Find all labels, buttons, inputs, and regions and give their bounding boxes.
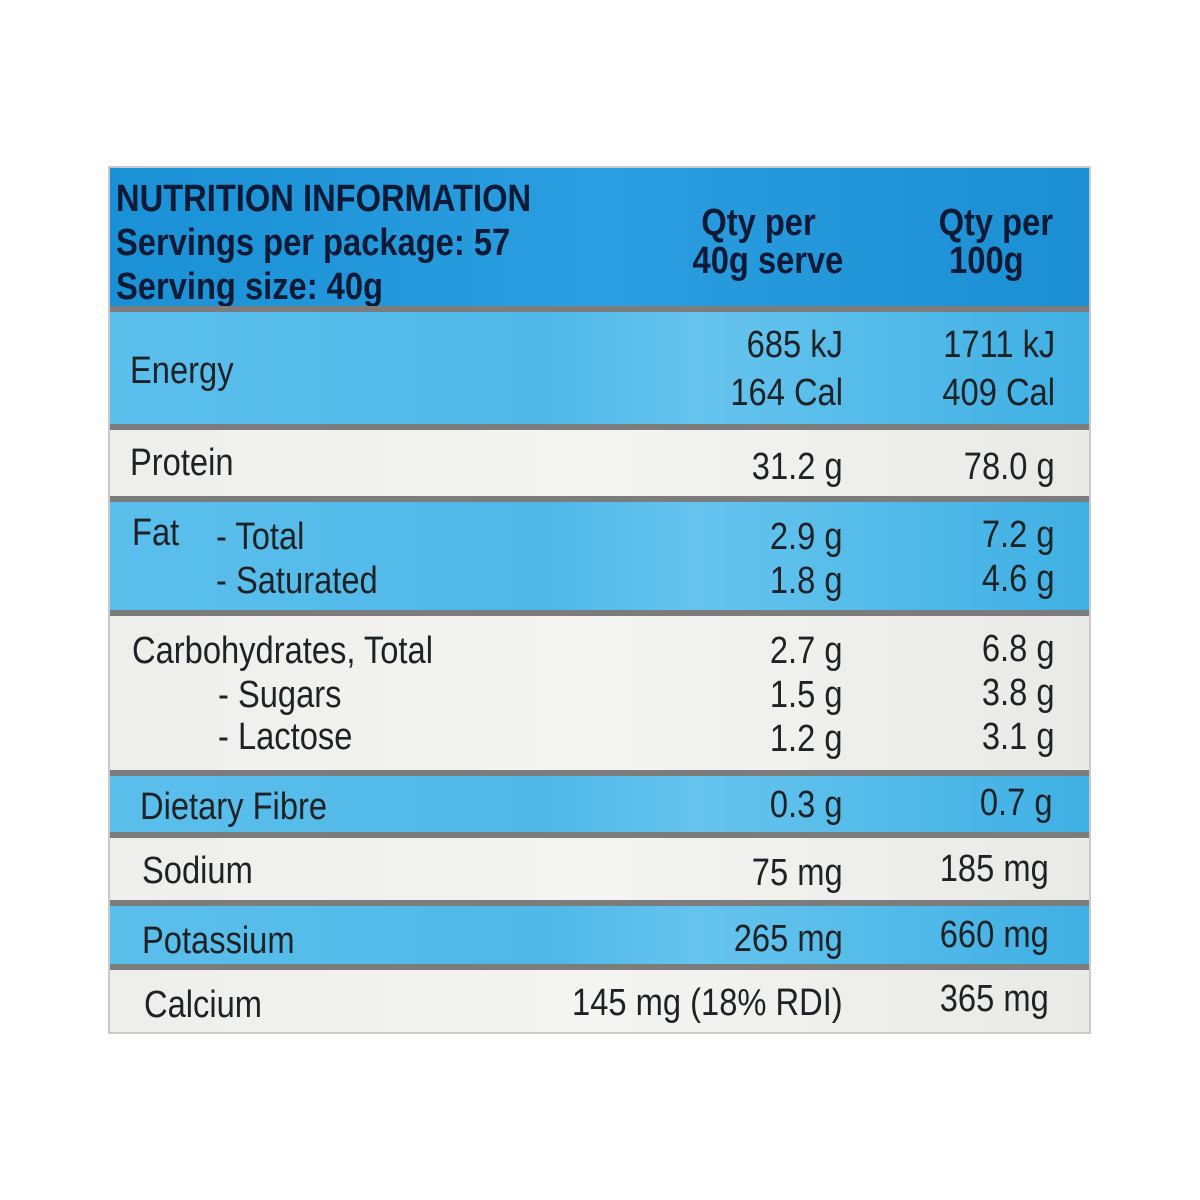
potassium-serve: 265 mg bbox=[733, 918, 843, 960]
table-row-sodium: Sodium 75 mg 185 mg bbox=[110, 838, 1089, 900]
table-row-potassium: Potassium 265 mg 660 mg bbox=[110, 906, 1089, 964]
row-divider bbox=[110, 900, 1089, 906]
calcium-serve: 145 mg (18% RDI) bbox=[572, 982, 843, 1024]
row-label: Fat bbox=[132, 512, 180, 554]
carbs-sugars-per100: 3.8 g bbox=[982, 672, 1055, 714]
table-row-calcium: Calcium 145 mg (18% RDI) 365 mg bbox=[110, 970, 1089, 1032]
energy-per100-cal: 409 Cal bbox=[942, 372, 1055, 414]
column-header-per-100g: Qty per 100g bbox=[939, 204, 1053, 280]
energy-serve-cal: 164 Cal bbox=[730, 372, 843, 414]
row-divider bbox=[110, 832, 1089, 838]
protein-per100: 78.0 g bbox=[964, 446, 1055, 488]
row-label: Potassium bbox=[142, 920, 295, 962]
serving-size: Serving size: 40g bbox=[116, 266, 384, 308]
carbs-lactose-per100: 3.1 g bbox=[982, 716, 1055, 758]
fat-total-serve: 2.9 g bbox=[770, 516, 843, 558]
nutrition-panel: NUTRITION INFORMATION Servings per packa… bbox=[108, 166, 1091, 1034]
row-label: Protein bbox=[130, 442, 234, 484]
table-row-fat: Fat - Total - Saturated 2.9 g 1.8 g 7.2 … bbox=[110, 502, 1089, 610]
fat-saturated-serve: 1.8 g bbox=[770, 560, 843, 602]
table-row-protein: Protein 31.2 g 78.0 g bbox=[110, 430, 1089, 496]
row-divider bbox=[110, 424, 1089, 430]
row-divider bbox=[110, 610, 1089, 616]
table-header: NUTRITION INFORMATION Servings per packa… bbox=[110, 168, 1089, 306]
carbs-lactose-serve: 1.2 g bbox=[770, 718, 843, 760]
sodium-serve: 75 mg bbox=[752, 852, 843, 894]
row-label: Carbohydrates, Total bbox=[132, 630, 433, 672]
column-header-per-100g-line1: Qty per bbox=[938, 202, 1053, 244]
carbs-total-serve: 2.7 g bbox=[770, 630, 843, 672]
row-label: Sodium bbox=[142, 850, 253, 892]
table-row-carbohydrates: Carbohydrates, Total - Sugars - Lactose … bbox=[110, 616, 1089, 770]
column-header-per-serve-line2: 40g serve bbox=[692, 240, 843, 282]
column-header-per-serve-line1: Qty per bbox=[700, 202, 816, 244]
fat-saturated-per100: 4.6 g bbox=[982, 558, 1055, 600]
fat-saturated-label: - Saturated bbox=[216, 560, 378, 602]
panel-title: NUTRITION INFORMATION bbox=[116, 178, 532, 220]
servings-per-package: Servings per package: 57 bbox=[116, 222, 511, 264]
energy-serve-kj: 685 kJ bbox=[746, 324, 843, 366]
column-header-per-100g-line2: 100g bbox=[949, 240, 1024, 282]
fat-total-label: - Total bbox=[216, 516, 305, 558]
calcium-per100: 365 mg bbox=[939, 978, 1049, 1020]
row-divider bbox=[110, 964, 1089, 970]
row-divider bbox=[110, 496, 1089, 502]
fat-total-per100: 7.2 g bbox=[982, 514, 1055, 556]
energy-per100-kj: 1711 kJ bbox=[942, 324, 1055, 366]
row-divider bbox=[110, 306, 1089, 312]
carbs-sugars-serve: 1.5 g bbox=[770, 674, 843, 716]
row-label: Energy bbox=[130, 350, 234, 392]
table-row-energy: Energy 685 kJ 164 Cal 1711 kJ 409 Cal bbox=[110, 312, 1089, 424]
table-row-dietary-fibre: Dietary Fibre 0.3 g 0.7 g bbox=[110, 776, 1089, 832]
fibre-serve: 0.3 g bbox=[770, 784, 843, 826]
row-label: Dietary Fibre bbox=[140, 786, 328, 828]
protein-serve: 31.2 g bbox=[752, 446, 843, 488]
potassium-per100: 660 mg bbox=[939, 914, 1049, 956]
row-divider bbox=[110, 770, 1089, 776]
fibre-per100: 0.7 g bbox=[980, 782, 1053, 824]
carbs-sugars-label: - Sugars bbox=[218, 674, 342, 716]
carbs-lactose-label: - Lactose bbox=[218, 716, 353, 758]
row-label: Calcium bbox=[144, 984, 263, 1026]
sodium-per100: 185 mg bbox=[939, 848, 1049, 890]
column-header-per-serve: Qty per 40g serve bbox=[692, 204, 843, 280]
carbs-total-per100: 6.8 g bbox=[982, 628, 1055, 670]
